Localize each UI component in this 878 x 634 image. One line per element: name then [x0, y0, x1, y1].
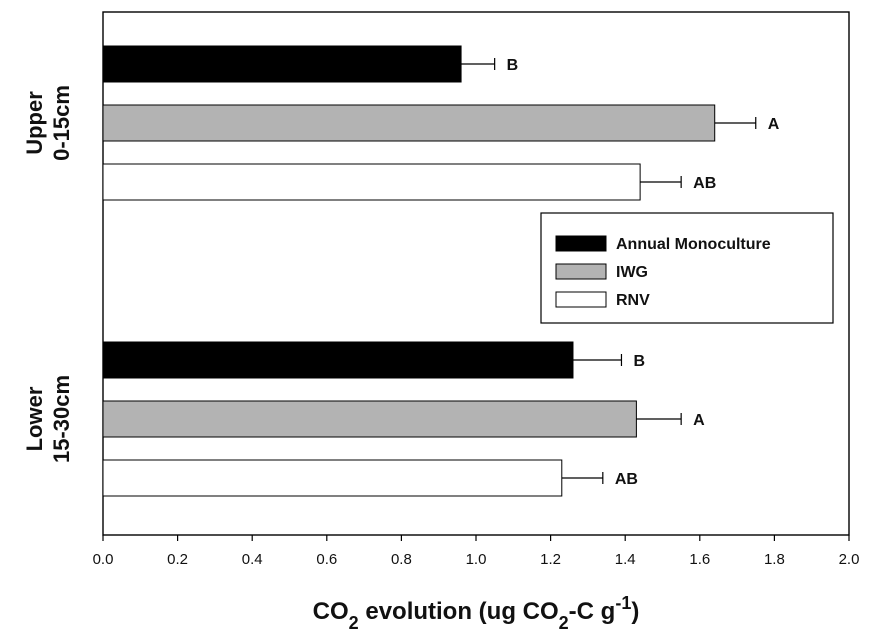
- group-label: 15-30cm: [49, 375, 74, 463]
- bar: [102, 459, 563, 497]
- x-tick-label: 1.8: [764, 551, 785, 568]
- significance-label: A: [768, 116, 780, 133]
- group-label: 0-15cm: [49, 85, 74, 161]
- bar: [102, 45, 462, 83]
- bar: [102, 341, 574, 379]
- x-tick-label: 1.2: [540, 551, 561, 568]
- significance-labels: B B A A AB AB: [507, 57, 780, 488]
- significance-label: B: [633, 353, 645, 370]
- x-tick-label: 0.2: [167, 551, 188, 568]
- bar: [102, 104, 716, 142]
- group-labels: Upper 0-15cm Lower 15-30cm: [22, 85, 74, 463]
- legend-swatch: [555, 263, 607, 280]
- group-label: Lower: [22, 386, 47, 451]
- x-tick-label: 0.6: [316, 551, 337, 568]
- x-tick-label: 1.0: [466, 551, 487, 568]
- significance-label: AB: [615, 471, 638, 488]
- legend-label: Annual Monoculture: [616, 236, 771, 253]
- legend: Annual Monoculture IWG RNV: [540, 212, 834, 324]
- legend-label: RNV: [616, 292, 650, 309]
- bars: [102, 45, 716, 497]
- x-tick-label: 1.6: [689, 551, 710, 568]
- x-tick-label: 0.4: [242, 551, 263, 568]
- x-tick-label: 0.0: [93, 551, 114, 568]
- significance-label: A: [693, 412, 705, 429]
- x-tick-label: 2.0: [839, 551, 860, 568]
- legend-swatch: [555, 291, 607, 308]
- x-axis-ticks: 0.0 0.2 0.4 0.6 0.8 1.0 1.2 1.4 1.6 1.8 2.0: [93, 535, 860, 568]
- legend-label: IWG: [616, 264, 648, 281]
- error-bars: [461, 58, 757, 484]
- significance-label: B: [507, 57, 519, 74]
- bar: [102, 163, 641, 201]
- x-tick-label: 1.4: [615, 551, 636, 568]
- bar: [102, 400, 637, 438]
- group-label: Upper: [22, 91, 47, 155]
- significance-label: AB: [693, 175, 716, 192]
- x-axis-title: CO2 evolution (ug CO2-C g-1): [313, 593, 640, 633]
- x-tick-label: 0.8: [391, 551, 412, 568]
- legend-swatch: [555, 235, 607, 252]
